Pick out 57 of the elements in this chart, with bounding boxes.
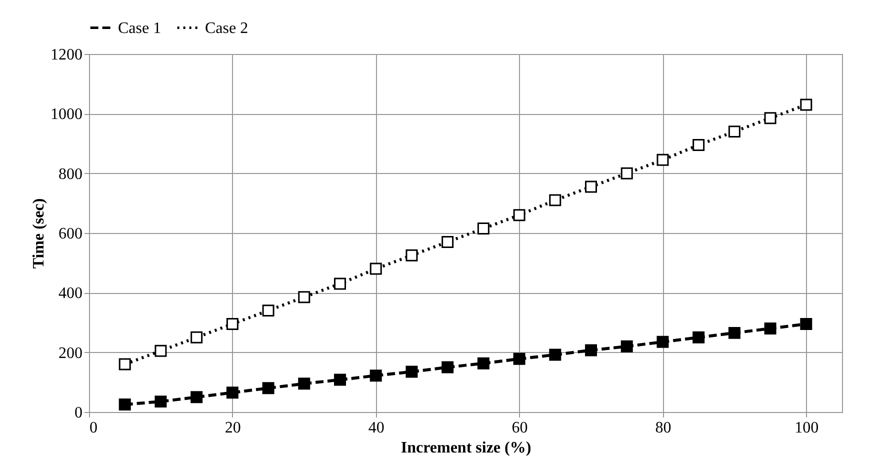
point <box>585 180 597 193</box>
point <box>620 167 633 180</box>
point <box>656 154 669 166</box>
point <box>620 340 633 352</box>
y-tick-label: 600 <box>58 226 82 242</box>
point <box>154 396 167 408</box>
point <box>226 318 238 330</box>
point <box>728 126 740 138</box>
point <box>118 398 131 411</box>
x-axis-title: Increment size (%) <box>400 440 532 456</box>
x-tick-label: 80 <box>655 420 672 436</box>
point <box>298 291 310 304</box>
point <box>406 249 418 262</box>
point <box>154 344 167 357</box>
point <box>692 139 705 151</box>
point <box>190 391 203 404</box>
point <box>442 236 454 248</box>
y-tick-label: 400 <box>58 285 82 302</box>
point <box>370 370 382 382</box>
x-tick-label: 60 <box>512 420 528 436</box>
point <box>190 331 203 344</box>
point <box>118 358 131 370</box>
x-tick-label: 20 <box>224 420 241 436</box>
point <box>656 336 669 348</box>
point <box>800 98 812 111</box>
point <box>262 382 274 394</box>
x-tick-label: 0 <box>90 420 98 436</box>
point <box>692 331 705 344</box>
point <box>477 357 490 370</box>
point <box>298 378 310 390</box>
point <box>477 222 490 235</box>
point <box>728 326 740 339</box>
legend-label: Case 2 <box>205 20 248 37</box>
point <box>226 386 238 399</box>
y-tick-label: 1200 <box>50 46 82 64</box>
point <box>370 262 382 275</box>
point <box>513 352 526 365</box>
y-tick-label: 800 <box>58 166 82 183</box>
point <box>800 318 812 330</box>
y-tick-label: 0 <box>74 404 82 422</box>
point <box>764 112 776 124</box>
legend-label: Case 1 <box>118 20 162 37</box>
point <box>406 366 418 378</box>
point <box>585 344 597 356</box>
y-tick-label: 1000 <box>50 106 82 124</box>
point <box>513 209 526 222</box>
point <box>334 278 346 290</box>
point <box>549 194 562 206</box>
y-axis-title: Time (sec) <box>30 198 48 269</box>
point <box>442 361 454 374</box>
x-tick-label: 40 <box>368 420 384 436</box>
y-tick-label: 200 <box>58 344 82 362</box>
point <box>549 348 562 361</box>
point <box>262 304 274 317</box>
point <box>334 374 346 386</box>
x-tick-label: 100 <box>794 420 819 436</box>
point <box>764 322 776 334</box>
